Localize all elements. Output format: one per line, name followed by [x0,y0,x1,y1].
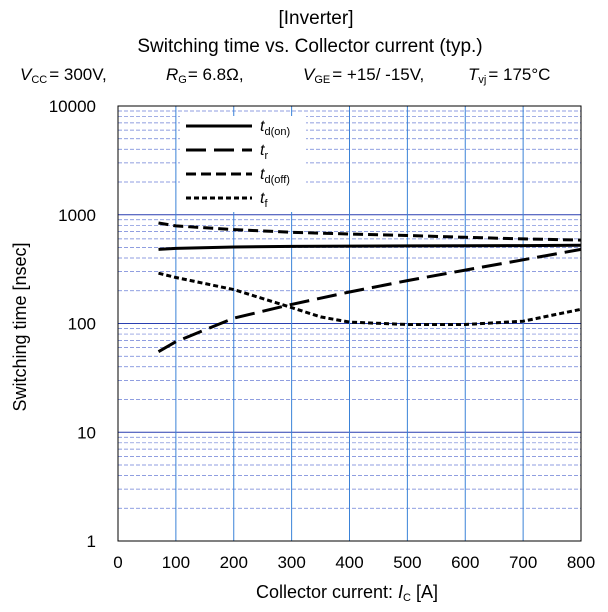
x-tick-label: 500 [393,553,421,572]
condition-tvj: Tvj = 175°C [468,65,550,86]
condition-vcc: VCC = 300V, [20,65,107,86]
x-tick-label: 700 [509,553,537,572]
y-tick-label: 1000 [58,206,96,225]
x-tick-label: 600 [451,553,479,572]
legend-box [180,116,306,212]
series-line-tr [157,247,582,354]
y-tick-label: 10000 [49,97,96,116]
x-tick-label: 200 [220,553,248,572]
y-tick-label: 1 [87,532,96,551]
y-tick-label: 100 [68,315,96,334]
series-lines [157,221,582,354]
conditions-line: VCC = 300V, RG= 6.8Ω, VGE = +15/ -15V, Tvj… [20,65,550,86]
x-tick-labels: 0 100 200 300 400 500 600 700 800 [113,553,595,572]
legend-label-tf: tf [260,190,268,210]
series-line-tf [158,271,582,326]
condition-vge: VGE = +15/ -15V, [303,65,424,86]
y-tick-label: 10 [77,423,96,442]
y-tick-labels: 1 10 100 1000 10000 [49,97,96,551]
x-tick-label: 0 [113,553,122,572]
chart-subtitle: Switching time vs. Collector current (ty… [137,36,482,57]
series-line-tdon [158,243,582,251]
legend-label-tr: tr [260,142,268,162]
series-line-tdoff [158,221,582,242]
x-tick-label: 300 [277,553,305,572]
chart-title: [Inverter] [279,8,354,29]
x-tick-label: 800 [567,553,595,572]
x-tick-label: 400 [335,553,363,572]
x-tick-label: 100 [162,553,190,572]
condition-rg: RG= 6.8Ω, [166,65,244,86]
legend-label-tdon: td(on) [260,118,290,138]
x-axis-label: Collector current: IC [A] [256,582,438,604]
plot-frame [117,105,582,542]
y-axis-label: Switching time [nsec] [10,242,30,411]
legend: td(on) tr td(off) tf [180,116,306,212]
legend-label-tdoff: td(off) [260,166,290,186]
